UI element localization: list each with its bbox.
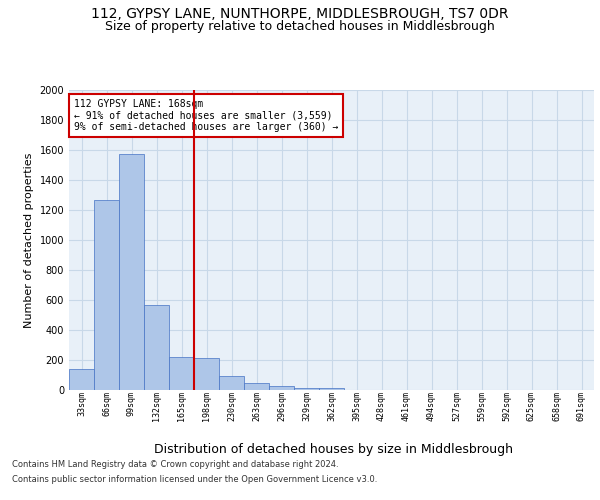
Bar (144, 304, 169, 390)
Y-axis label: Number of detached properties: Number of detached properties (24, 152, 34, 328)
Bar (94, 200, 119, 390)
Bar (194, 358, 219, 390)
Text: Distribution of detached houses by size in Middlesbrough: Distribution of detached houses by size … (154, 442, 512, 456)
Bar (119, 154, 144, 390)
Bar (69, 369, 94, 390)
Bar (244, 382, 269, 390)
Text: Size of property relative to detached houses in Middlesbrough: Size of property relative to detached ho… (105, 20, 495, 33)
Bar (269, 386, 294, 390)
Bar (319, 388, 344, 390)
Text: 112, GYPSY LANE, NUNTHORPE, MIDDLESBROUGH, TS7 0DR: 112, GYPSY LANE, NUNTHORPE, MIDDLESBROUG… (91, 8, 509, 22)
Text: Contains HM Land Registry data © Crown copyright and database right 2024.: Contains HM Land Registry data © Crown c… (12, 460, 338, 469)
Bar (169, 357, 194, 390)
Text: Contains public sector information licensed under the Open Government Licence v3: Contains public sector information licen… (12, 475, 377, 484)
Text: 112 GYPSY LANE: 168sqm
← 91% of detached houses are smaller (3,559)
9% of semi-d: 112 GYPSY LANE: 168sqm ← 91% of detached… (74, 99, 338, 132)
Bar (294, 388, 319, 390)
Bar (219, 376, 244, 390)
